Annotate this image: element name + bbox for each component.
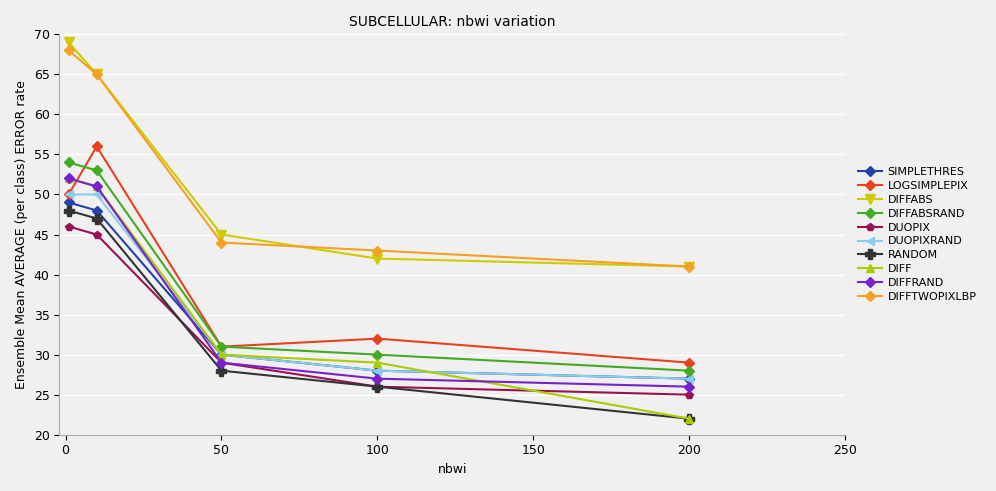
DUOPIXRAND [372,368,383,374]
RANDOM [63,208,75,214]
DIFFRAND [215,360,227,366]
RANDOM [91,216,103,221]
RANDOM [683,416,695,422]
Line: LOGSIMPLEPIX: LOGSIMPLEPIX [65,143,693,366]
Line: DUOPIX: DUOPIX [65,222,693,399]
DUOPIXRAND [215,352,227,357]
DIFFRAND [63,175,75,181]
SIMPLETHRES [372,368,383,374]
SIMPLETHRES [91,208,103,214]
DIFFABS [683,264,695,270]
DIFFABSRAND [215,344,227,350]
DIFF [215,352,227,357]
DIFFABS [372,256,383,262]
LOGSIMPLEPIX [683,360,695,366]
DUOPIX [63,223,75,229]
Line: DIFFABS: DIFFABS [64,37,694,272]
Line: DUOPIXRAND: DUOPIXRAND [65,191,693,383]
DIFFRAND [91,184,103,190]
DUOPIXRAND [91,191,103,197]
DIFF [683,416,695,422]
DIFFTWOPIXLBP [215,240,227,246]
DIFFABS [63,39,75,45]
DUOPIX [91,232,103,238]
DUOPIXRAND [63,191,75,197]
X-axis label: nbwi: nbwi [437,463,467,476]
SIMPLETHRES [63,199,75,205]
SIMPLETHRES [215,352,227,357]
DIFFRAND [372,376,383,382]
RANDOM [372,384,383,390]
DIFFABSRAND [372,352,383,357]
Line: DIFFRAND: DIFFRAND [65,175,693,390]
LOGSIMPLEPIX [215,344,227,350]
DIFF [91,184,103,190]
DIFFTWOPIXLBP [63,48,75,54]
DUOPIX [683,392,695,398]
Y-axis label: Ensemble Mean AVERAGE (per class) ERROR rate: Ensemble Mean AVERAGE (per class) ERROR … [15,80,28,389]
DIFF [63,175,75,181]
DUOPIXRAND [683,376,695,382]
Line: RANDOM: RANDOM [64,206,694,424]
LOGSIMPLEPIX [372,336,383,342]
DIFFTWOPIXLBP [683,264,695,270]
DUOPIX [372,384,383,390]
DIFF [372,360,383,366]
DIFFABS [215,232,227,238]
DIFFRAND [683,384,695,390]
Legend: SIMPLETHRES, LOGSIMPLEPIX, DIFFABS, DIFFABSRAND, DUOPIX, DUOPIXRAND, RANDOM, DIF: SIMPLETHRES, LOGSIMPLEPIX, DIFFABS, DIFF… [854,163,981,306]
DIFFABSRAND [91,167,103,173]
Line: DIFFTWOPIXLBP: DIFFTWOPIXLBP [65,47,693,270]
SIMPLETHRES [683,376,695,382]
Line: DIFF: DIFF [65,174,693,423]
LOGSIMPLEPIX [91,143,103,149]
Line: DIFFABSRAND: DIFFABSRAND [65,159,693,374]
RANDOM [215,368,227,374]
LOGSIMPLEPIX [63,191,75,197]
Title: SUBCELLULAR: nbwi variation: SUBCELLULAR: nbwi variation [349,15,556,29]
DIFFABSRAND [683,368,695,374]
DIFFTWOPIXLBP [91,71,103,77]
DIFFTWOPIXLBP [372,247,383,253]
DUOPIX [215,360,227,366]
Line: SIMPLETHRES: SIMPLETHRES [65,199,693,382]
DIFFABSRAND [63,160,75,165]
DIFFABS [91,71,103,77]
